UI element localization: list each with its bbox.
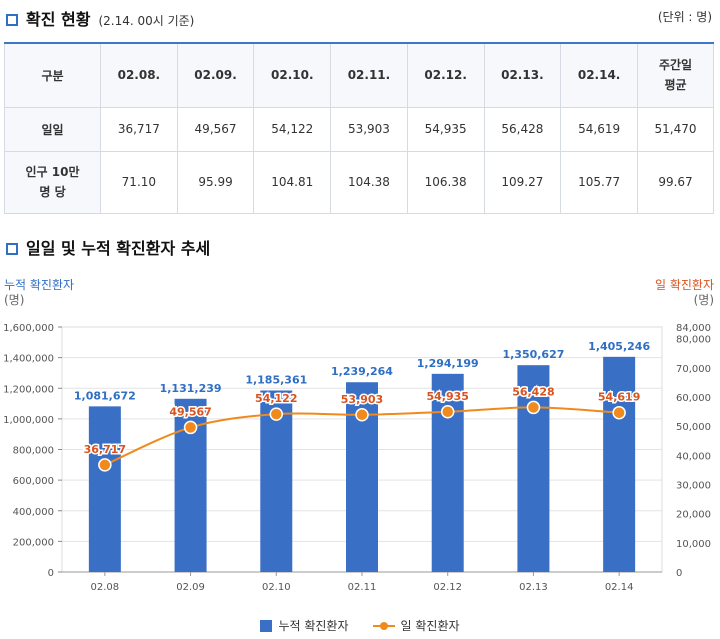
right-axis-unit: (명): [693, 293, 714, 307]
table-cell: 99.67: [637, 150, 714, 214]
bar-cumulative: [88, 406, 121, 572]
line-value-label: 54,935: [426, 390, 468, 403]
bar-cumulative: [431, 373, 464, 572]
right-axis-tick-label: 10,000: [676, 539, 711, 550]
table-cell: 71.10: [100, 150, 178, 214]
right-axis-tick-label: 40,000: [676, 451, 711, 462]
table-cell: 49,567: [176, 106, 255, 152]
left-axis-title: 누적 확진환자 (명): [4, 278, 74, 308]
table-header-cell: 02.11.: [330, 42, 408, 108]
bar-value-label: 1,131,239: [160, 382, 222, 395]
table-header-cell: 02.12.: [406, 42, 485, 108]
line-point-daily: [269, 407, 284, 421]
table-cell: 106.38: [406, 150, 485, 214]
status-title: 확진 현황: [26, 10, 91, 29]
right-axis-tick-label: 80,000: [676, 335, 711, 346]
legend-item-cumulative: 누적 확진환자: [260, 617, 349, 634]
line-point-daily: [98, 458, 112, 472]
left-axis-tick-label: 1,400,000: [3, 354, 54, 365]
table-header-cell: 02.08.: [100, 42, 178, 108]
left-axis-tick-label: 600,000: [13, 476, 54, 487]
legend-label: 일 확진환자: [400, 619, 460, 633]
right-axis-tick-label: 20,000: [676, 510, 711, 521]
bar-cumulative: [603, 356, 636, 572]
trend-section-header: 일일 및 누적 확진환자 추세: [6, 235, 210, 259]
trend-title: 일일 및 누적 확진환자 추세: [26, 239, 211, 258]
legend-label: 누적 확진환자: [278, 619, 349, 633]
line-point-daily: [526, 400, 541, 415]
right-axis-tick-label: 30,000: [676, 481, 711, 492]
bar-cumulative: [517, 365, 550, 572]
bar-value-label: 1,405,246: [588, 340, 650, 353]
left-axis-tick-label: 1,600,000: [3, 323, 54, 334]
line-value-label: 53,903: [341, 393, 383, 406]
legend-line-swatch: [372, 620, 395, 632]
x-axis-tick-label: 02.13: [519, 582, 548, 593]
line-point-daily: [612, 405, 626, 420]
table-cell: 54,619: [560, 106, 638, 152]
left-axis-tick-label: 400,000: [13, 507, 54, 518]
table-cell: 104.81: [253, 150, 332, 214]
bar-value-label: 1,350,627: [502, 348, 564, 361]
line-value-label: 36,717: [84, 443, 126, 456]
x-axis-tick-label: 02.08: [91, 582, 120, 593]
status-subtitle: (2.14. 00시 기준): [98, 14, 195, 28]
line-value-label: 54,122: [255, 392, 297, 405]
line-point-daily: [355, 408, 369, 422]
x-axis-tick-label: 02.12: [433, 582, 462, 593]
table-cell: 53,903: [330, 106, 408, 152]
left-axis-tick-label: 1,200,000: [3, 384, 54, 395]
chart-legend: 누적 확진환자 일 확진환자: [0, 617, 720, 634]
left-axis-tick-label: 200,000: [13, 537, 54, 548]
table-header-cell: 구분: [4, 42, 101, 108]
status-table: 구분 02.08. 02.09. 02.10. 02.11. 02.12. 02…: [4, 42, 714, 214]
bar-value-label: 1,294,199: [417, 357, 479, 370]
right-axis-tick-label: 70,000: [676, 364, 711, 375]
row-label: 인구 10만 명 당: [4, 150, 101, 214]
right-axis-label: 일 확진환자: [654, 278, 714, 292]
x-axis-tick-label: 02.10: [262, 582, 291, 593]
table-cell: 95.99: [176, 150, 255, 214]
unit-label: (단위 : 명): [657, 10, 712, 24]
left-axis-tick-label: 800,000: [13, 446, 54, 457]
line-value-label: 56,428: [512, 385, 554, 398]
bar-value-label: 1,081,672: [74, 389, 136, 402]
x-axis-tick-label: 02.09: [176, 582, 205, 593]
bar-value-label: 1,239,264: [331, 365, 393, 378]
table-cell: 54,935: [406, 106, 485, 152]
table-row-daily: 일일 36,717 49,567 54,122 53,903 54,935 56…: [4, 106, 714, 152]
legend-bar-swatch: [260, 619, 273, 632]
x-axis-tick-label: 02.11: [348, 582, 377, 593]
bar-value-label: 1,185,361: [245, 373, 307, 386]
right-axis-tick-label: 50,000: [676, 422, 711, 433]
table-header-cell: 02.09.: [176, 42, 255, 108]
right-axis-title: 일 확진환자 (명): [655, 278, 714, 308]
left-axis-tick-label: 0: [48, 568, 54, 579]
line-value-label: 54,619: [598, 391, 640, 404]
section-bullet-icon: [6, 14, 18, 26]
right-axis-tick-label: 60,000: [676, 393, 711, 404]
table-cell: 56,428: [483, 106, 562, 152]
left-axis-tick-label: 1,000,000: [3, 415, 54, 426]
table-header-cell: 02.14.: [560, 42, 638, 108]
table-header-cell: 02.13.: [483, 42, 562, 108]
line-value-label: 49,567: [169, 405, 211, 418]
line-point-daily: [183, 420, 198, 435]
table-row-per-100k: 인구 10만 명 당 71.10 95.99 104.81 104.38 106…: [4, 150, 714, 214]
left-axis-unit: (명): [4, 293, 25, 307]
status-section-header: 확진 현황 (2.14. 00시 기준): [6, 6, 194, 30]
line-point-daily: [440, 405, 455, 419]
left-axis-label: 누적 확진환자: [4, 278, 75, 292]
right-axis-tick-label: 0: [676, 568, 682, 579]
x-axis-tick-label: 02.14: [605, 582, 634, 593]
table-cell: 51,470: [637, 106, 714, 152]
table-header-row: 구분 02.08. 02.09. 02.10. 02.11. 02.12. 02…: [4, 42, 714, 108]
section-bullet-icon: [6, 243, 18, 255]
table-cell: 54,122: [253, 106, 332, 152]
right-axis-tick-label: 84,000: [676, 323, 711, 334]
legend-item-daily: 일 확진환자: [372, 617, 460, 634]
